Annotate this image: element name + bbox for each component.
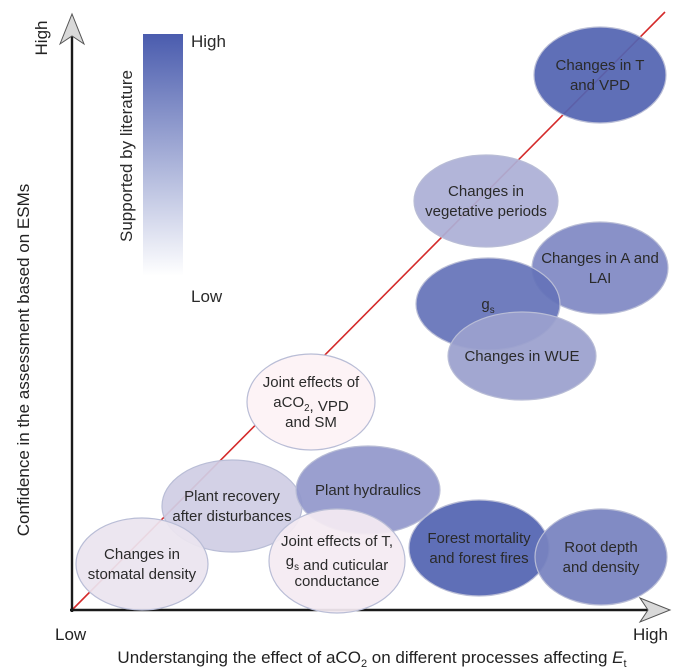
- bubble-label-line: Changes in T: [556, 57, 645, 74]
- y-axis-arrow-icon: [58, 12, 86, 46]
- x-axis: [70, 596, 672, 624]
- y-axis: [58, 12, 86, 612]
- legend-high-label: High: [191, 32, 226, 51]
- bubble-label-line: gs: [481, 296, 494, 316]
- bubble-shape: [413, 154, 559, 248]
- x-axis-arrow-icon: [638, 596, 672, 624]
- bubble-a-lai: Changes in A and LAI: [531, 221, 669, 315]
- bubble-stomatal-density: Changes in stomatal density: [75, 517, 209, 611]
- bubble-forest: Forest mortality and forest fires: [408, 499, 550, 597]
- bubble-shape: [534, 508, 668, 606]
- legend-title: Supported by literature: [117, 70, 136, 242]
- bubble-label-line: stomatal density: [88, 566, 197, 583]
- bubble-label-line: Plant recovery: [184, 488, 280, 505]
- bubble-label-line: and density: [563, 559, 640, 576]
- bubble-label-line: and forest fires: [429, 550, 528, 567]
- x-axis-high-label: High: [633, 625, 668, 644]
- bubble-t-vpd: Changes in T and VPD: [533, 26, 667, 124]
- bubble-root: Root depth and density: [534, 508, 668, 606]
- bubble-label-line: Forest mortality: [427, 530, 531, 547]
- bubble-label-line: aCO2, VPD: [273, 394, 349, 415]
- bubble-label-line: conductance: [294, 573, 379, 590]
- process-bubbles: Changes in T and VPD Changes in vegetative …: [75, 26, 669, 614]
- x-axis-title: Understanging the effect of aCO2 on diff…: [117, 648, 626, 670]
- legend-color-bar: [143, 34, 183, 276]
- bubble-label-line: after disturbances: [172, 508, 291, 525]
- bubble-shape: [408, 499, 550, 597]
- y-axis-high-label: High: [32, 21, 51, 56]
- bubble-label-line: Changes in A and: [541, 250, 659, 267]
- bubble-label-line: vegetative periods: [425, 203, 547, 220]
- bubble-joint-t: Joint effects of T, gs and cuticularcondu…: [268, 508, 406, 614]
- bubble-veg-periods: Changes in vegetative periods: [413, 154, 559, 248]
- bubble-label-line: Plant hydraulics: [315, 482, 421, 499]
- bubble-label-line: gs and cuticular: [286, 553, 388, 574]
- bubble-label-line: Root depth: [564, 539, 637, 556]
- bubble-label-line: Changes in: [448, 183, 524, 200]
- bubble-label-line: Joint effects of: [263, 374, 360, 391]
- bubble-label-line: Changes in WUE: [464, 348, 579, 365]
- bubble-shape: [268, 508, 406, 614]
- bubble-label-line: Joint effects of T,: [281, 533, 393, 550]
- bubble-shape: [533, 26, 667, 124]
- bubble-label-line: Changes in: [104, 546, 180, 563]
- bubble-shape: [447, 311, 597, 401]
- legend: Supported by literature High Low: [117, 32, 226, 306]
- bubble-shape: [75, 517, 209, 611]
- bubble-label-line: and SM: [285, 414, 337, 431]
- bubble-label-line: LAI: [589, 270, 612, 287]
- bubble-wue: Changes in WUE: [447, 311, 597, 401]
- y-axis-title: Confidence in the assessment based on ES…: [14, 184, 33, 536]
- x-axis-low-label: Low: [55, 625, 87, 644]
- bubble-shape: [246, 353, 376, 451]
- legend-low-label: Low: [191, 287, 223, 306]
- bubble-label-line: and VPD: [570, 77, 630, 94]
